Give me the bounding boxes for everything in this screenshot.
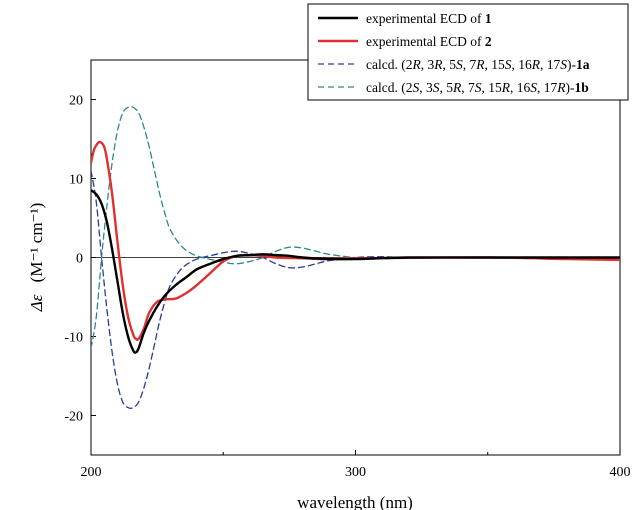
legend-label-part: experimental ECD of [366, 34, 485, 49]
legend-label-part: , 5 [442, 57, 456, 72]
legend-label-part: , 7 [463, 57, 477, 72]
legend-label-part: , 15 [484, 57, 505, 72]
legend-label-part: )- [565, 80, 574, 95]
legend-label-part: S [505, 57, 512, 72]
legend-label-2: experimental ECD of 2 [366, 34, 492, 49]
legend-label-part: calcd. (2 [366, 80, 412, 95]
legend-label-part: S [475, 80, 482, 95]
legend-label-part: , 16 [511, 57, 532, 72]
legend-label-part: 1 [485, 11, 492, 26]
legend-label-part: , 16 [510, 80, 531, 95]
y-tick-label: 20 [69, 94, 83, 109]
legend-label-4: calcd. (2S, 3S, 5R, 7S, 15R, 16S, 17R)-1… [366, 80, 589, 95]
legend-label-part: S [530, 80, 537, 95]
legend-label-part: , 7 [461, 80, 475, 95]
y-axis-symbol: Δε [27, 294, 46, 312]
legend-box [307, 3, 629, 101]
x-tick-label: 200 [81, 465, 102, 480]
legend-label-part: , 17 [537, 80, 558, 95]
legend-label-part: 2 [485, 34, 492, 49]
series-line-2 [91, 140, 620, 341]
series-line-4 [91, 106, 620, 349]
legend-label-part: , 15 [481, 80, 502, 95]
series-line-3 [91, 169, 620, 409]
series-layer [91, 106, 620, 409]
legend-label-part: , 3 [421, 57, 435, 72]
y-tick-label: 0 [76, 252, 83, 267]
x-axis-title: wavelength (nm) [297, 493, 413, 510]
legend-label-3: calcd. (2R, 3R, 5S, 7R, 15S, 16R, 17S)-1… [366, 57, 590, 72]
y-tick-label: -20 [64, 410, 83, 425]
legend-label-part: 1b [574, 80, 588, 95]
legend-label-part: S [412, 80, 419, 95]
legend-label-part: R [475, 57, 485, 72]
legend-label-part: )- [567, 57, 576, 72]
legend-label-part: calcd. (2 [366, 57, 412, 72]
legend-label-part: S [456, 57, 463, 72]
axis-ticks: 200 300 400 -20 -10 0 10 20 [64, 94, 630, 481]
series-line-1 [91, 189, 620, 354]
legend-label-part: S [560, 57, 567, 72]
legend-label-part: 1a [576, 57, 590, 72]
y-tick-label: 10 [69, 173, 83, 188]
legend-label-part: , 3 [419, 80, 433, 95]
legend-label-1: experimental ECD of 1 [366, 11, 492, 26]
legend-label-part: R [501, 80, 511, 95]
legend-label-part: S [433, 80, 440, 95]
y-tick-label: -10 [64, 331, 83, 346]
legend-label-part: R [531, 57, 541, 72]
legend-label-part: , 5 [439, 80, 453, 95]
legend-label-part: , 17 [540, 57, 561, 72]
legend-label-part: experimental ECD of [366, 11, 485, 26]
y-axis-units: (M⁻¹ cm⁻¹) [27, 203, 46, 283]
legend-label-part: R [556, 80, 566, 95]
legend-label-part: R [433, 57, 443, 72]
legend-label-part: R [452, 80, 462, 95]
legend-label-part: R [411, 57, 421, 72]
x-tick-label: 400 [610, 465, 631, 480]
x-tick-label: 300 [345, 465, 366, 480]
y-axis-title: Δε (M⁻¹ cm⁻¹) [27, 203, 46, 313]
